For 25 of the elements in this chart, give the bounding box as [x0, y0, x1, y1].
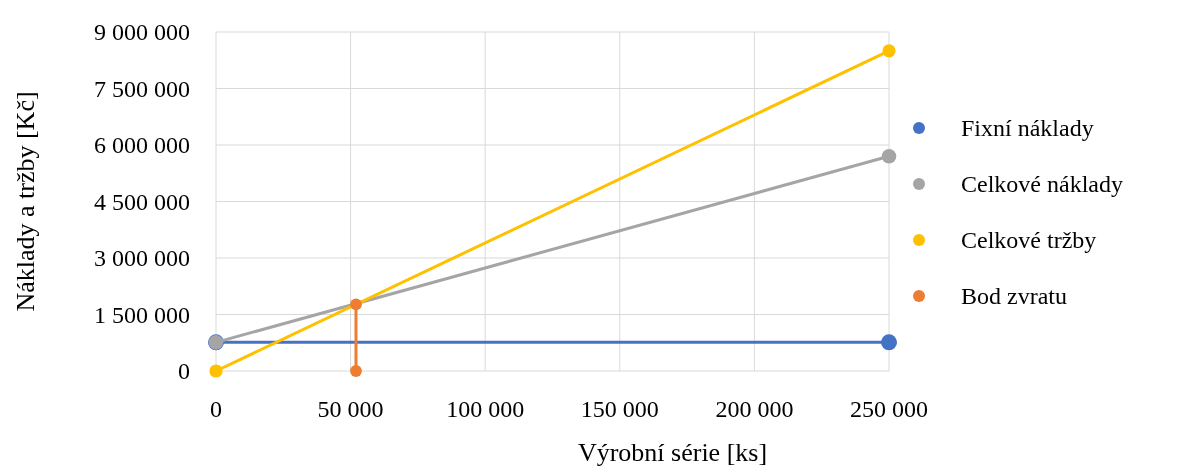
x-tick-label: 150 000	[580, 396, 659, 422]
legend-label: Celkové náklady	[961, 171, 1123, 197]
point	[350, 298, 362, 311]
point	[882, 44, 896, 58]
y-tick-label: 4 500 000	[94, 188, 190, 215]
y-tick-label: 6 000 000	[94, 132, 190, 158]
x-tick-label: 50 000	[317, 396, 384, 422]
x-axis-title: Výrobní série [ks]	[577, 438, 768, 467]
x-tick-label: 250 000	[850, 396, 928, 422]
x-tick-label: 200 000	[715, 396, 794, 422]
point	[350, 365, 362, 377]
y-tick-label: 7 500 000	[94, 75, 190, 102]
y-tick-label: 1 500 000	[94, 301, 190, 328]
point	[881, 149, 897, 164]
x-tick-label: 0	[210, 396, 222, 422]
legend-label: Celkové tržby	[961, 227, 1097, 253]
legend-label: Fixní náklady	[961, 115, 1094, 141]
y-axis-title: Náklady a tržby [Kč]	[11, 91, 40, 312]
y-tick-label: 0	[178, 358, 190, 384]
y-tick-label: 9 000 000	[94, 19, 190, 45]
point	[881, 334, 897, 351]
y-tick-label: 3 000 000	[94, 245, 190, 271]
point	[209, 364, 223, 378]
legend-label: Bod zvratu	[961, 283, 1067, 309]
x-tick-label: 100 000	[446, 396, 525, 422]
